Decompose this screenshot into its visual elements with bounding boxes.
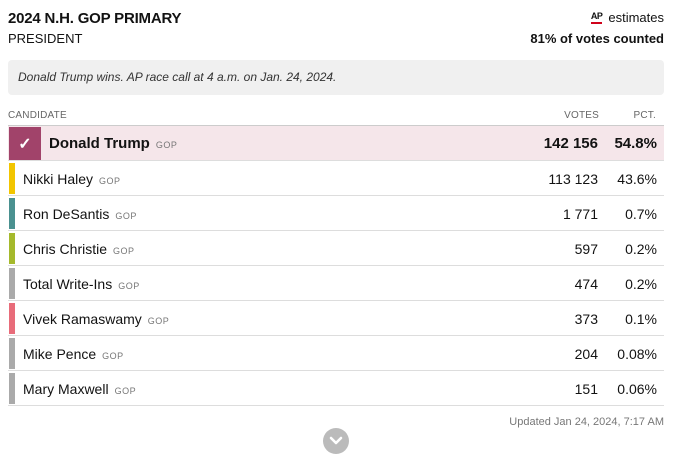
results-header: 2024 N.H. GOP PRIMARY PRESIDENT AP estim… bbox=[8, 8, 664, 48]
candidate-color-swatch bbox=[9, 233, 15, 264]
party-label: GOP bbox=[102, 351, 124, 361]
candidate-color-swatch bbox=[9, 268, 15, 299]
results-table: ✓ Donald Trump GOP 142 156 54.8% Nikki Ha… bbox=[8, 126, 664, 406]
table-row: Mike Pence GOP 204 0.08% bbox=[8, 336, 664, 371]
party-label: GOP bbox=[118, 281, 140, 291]
expand-button[interactable] bbox=[323, 428, 349, 454]
table-row: Nikki Haley GOP 113 123 43.6% bbox=[8, 161, 664, 196]
candidate-votes: 113 123 bbox=[548, 171, 598, 187]
votes-counted: 81% of votes counted bbox=[530, 31, 664, 46]
updated-timestamp: Updated Jan 24, 2024, 7:17 AM bbox=[509, 416, 664, 428]
candidate-name: Mike Pence GOP bbox=[23, 346, 124, 362]
candidate-name: Total Write-Ins GOP bbox=[23, 276, 140, 292]
candidate-name: Vivek Ramaswamy GOP bbox=[23, 311, 170, 327]
candidate-pct: 0.2% bbox=[625, 276, 657, 292]
candidate-name: Donald Trump GOP bbox=[49, 135, 178, 152]
table-row: Mary Maxwell GOP 151 0.06% bbox=[8, 371, 664, 406]
candidate-color-swatch bbox=[9, 338, 15, 369]
candidate-votes: 151 bbox=[574, 381, 598, 397]
table-row: Ron DeSantis GOP 1 771 0.7% bbox=[8, 196, 664, 231]
candidate-votes: 474 bbox=[574, 276, 598, 292]
table-row: Total Write-Ins GOP 474 0.2% bbox=[8, 266, 664, 301]
candidate-name: Chris Christie GOP bbox=[23, 241, 135, 257]
race-title: 2024 N.H. GOP PRIMARY bbox=[8, 10, 182, 27]
candidate-pct: 0.2% bbox=[625, 241, 657, 257]
candidate-color-swatch bbox=[9, 198, 15, 229]
check-icon: ✓ bbox=[9, 127, 41, 160]
candidate-pct: 43.6% bbox=[617, 171, 657, 187]
candidate-pct: 54.8% bbox=[614, 135, 657, 152]
candidate-color-swatch bbox=[9, 163, 15, 194]
party-label: GOP bbox=[114, 386, 137, 396]
table-row: Chris Christie GOP 597 0.2% bbox=[8, 231, 664, 266]
candidate-pct: 0.08% bbox=[617, 346, 657, 362]
column-votes: VOTES bbox=[564, 110, 599, 121]
estimates-label: estimates bbox=[608, 10, 664, 25]
table-row: Vivek Ramaswamy GOP 373 0.1% bbox=[8, 301, 664, 336]
race-subtitle: PRESIDENT bbox=[8, 31, 83, 46]
candidate-color-swatch bbox=[9, 373, 15, 404]
candidate-color-swatch bbox=[9, 303, 15, 334]
column-pct: PCT. bbox=[633, 110, 656, 121]
candidate-name: Mary Maxwell GOP bbox=[23, 381, 137, 397]
candidate-votes: 597 bbox=[574, 241, 598, 257]
ap-logo: AP bbox=[590, 11, 603, 24]
candidate-votes: 373 bbox=[574, 311, 598, 327]
chevron-down-icon bbox=[329, 436, 343, 445]
ap-estimates[interactable]: AP estimates bbox=[590, 10, 664, 25]
candidate-votes: 142 156 bbox=[543, 135, 598, 152]
race-call-notice: Donald Trump wins. AP race call at 4 a.m… bbox=[8, 60, 664, 95]
candidate-votes: 204 bbox=[574, 346, 598, 362]
party-label: GOP bbox=[155, 140, 178, 150]
candidate-pct: 0.1% bbox=[625, 311, 657, 327]
candidate-votes: 1 771 bbox=[562, 206, 598, 222]
table-header: CANDIDATE VOTES PCT. bbox=[8, 108, 664, 126]
candidate-pct: 0.7% bbox=[625, 206, 657, 222]
party-label: GOP bbox=[99, 176, 121, 186]
party-label: GOP bbox=[113, 246, 135, 256]
party-label: GOP bbox=[115, 211, 137, 221]
column-candidate: CANDIDATE bbox=[8, 110, 67, 121]
candidate-name: Nikki Haley GOP bbox=[23, 171, 121, 187]
candidate-pct: 0.06% bbox=[617, 381, 657, 397]
party-label: GOP bbox=[147, 316, 170, 326]
table-row: ✓ Donald Trump GOP 142 156 54.8% bbox=[8, 126, 664, 161]
candidate-name: Ron DeSantis GOP bbox=[23, 206, 137, 222]
